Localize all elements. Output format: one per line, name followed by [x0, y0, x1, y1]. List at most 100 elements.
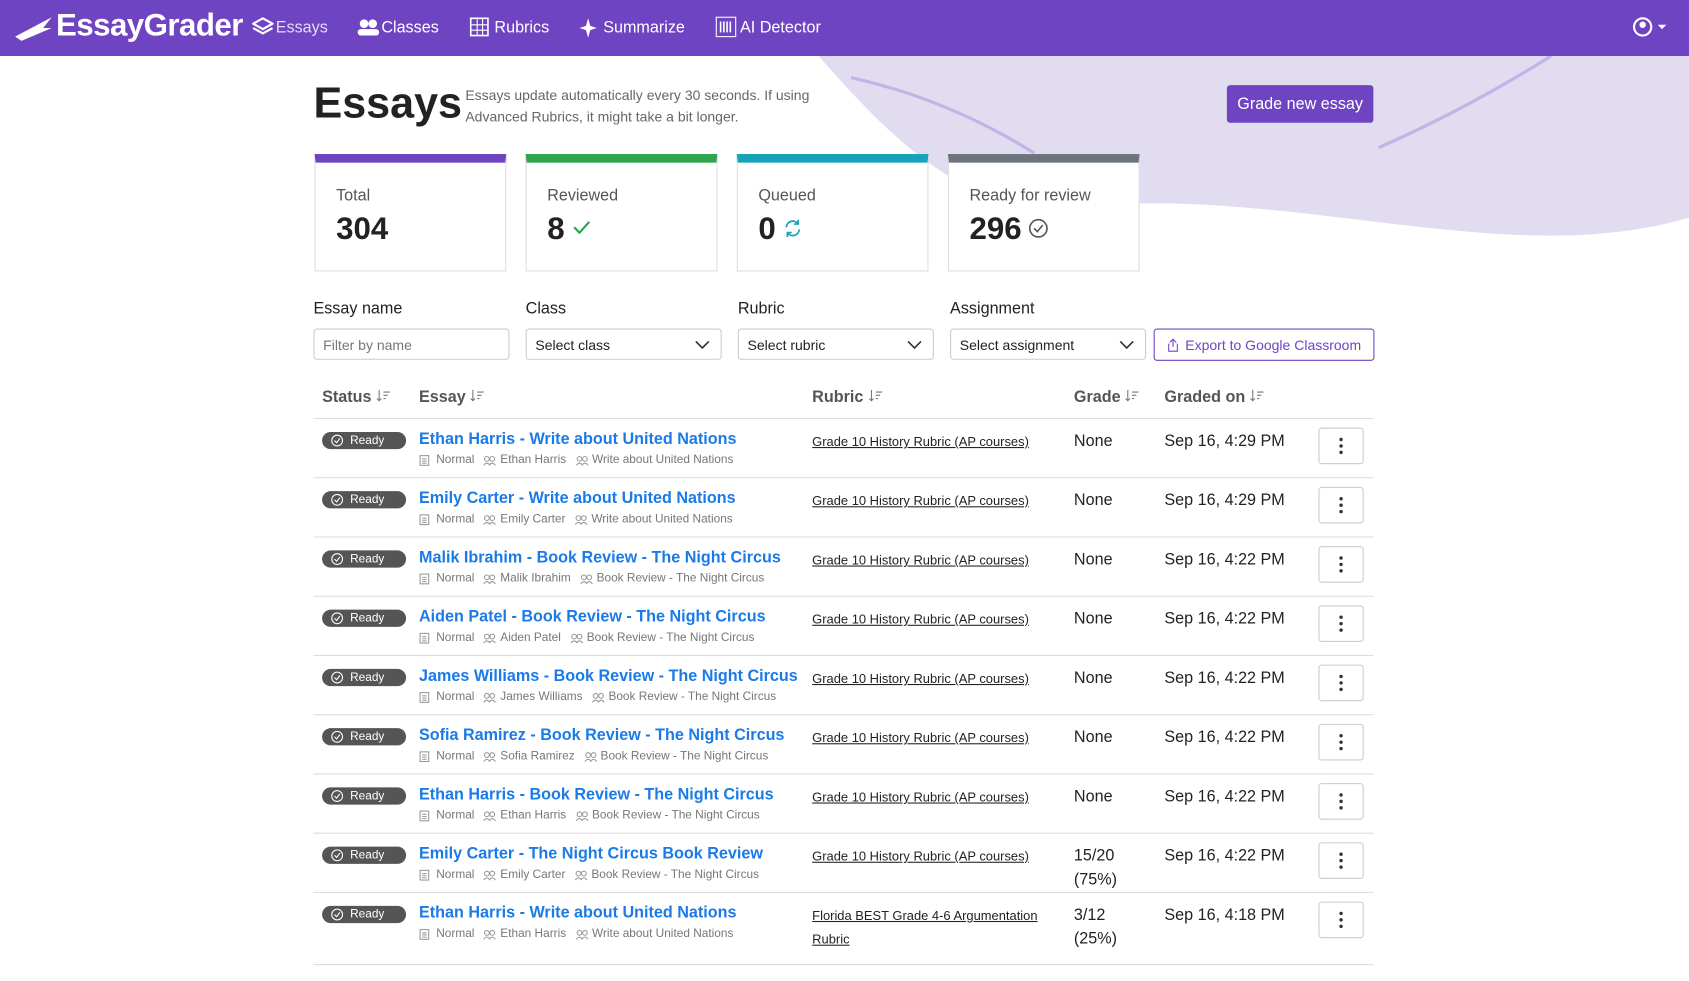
nav-essays[interactable]: Essays — [275, 18, 328, 37]
rubric-link[interactable]: Florida BEST Grade 4-6 Argumentation Rub… — [812, 908, 1038, 947]
icon — [483, 455, 497, 466]
navbar: EssayGrader Essays Classes Rubrics Summa… — [0, 0, 1689, 57]
table-body: Ready Ethan Harris - Write about United N… — [313, 419, 1374, 966]
filter-placeholder: Select class — [535, 337, 611, 354]
icon — [1339, 733, 1343, 751]
grade-new-essay-button[interactable]: Grade new essay — [1226, 85, 1374, 123]
row-menu-button[interactable] — [1318, 605, 1364, 642]
icon — [483, 573, 497, 584]
icon — [483, 633, 497, 643]
essay-meta: Normal Emily Carter Write about United Nat… — [419, 513, 733, 526]
meta-item: Emily Carter — [483, 868, 565, 881]
account-menu[interactable] — [1632, 16, 1669, 38]
rubric-link[interactable]: Grade 10 History Rubric (AP courses) — [812, 493, 1029, 509]
icon — [1250, 389, 1264, 402]
rubric-link[interactable]: Grade 10 History Rubric (AP courses) — [812, 848, 1029, 864]
graded-on: Sep 16, 4:22 PM — [1164, 787, 1285, 806]
meta-item: Ethan Harris — [483, 809, 566, 822]
stat-number: 0 — [758, 212, 776, 247]
nav-ai-detector[interactable]: AI Detector — [740, 18, 821, 37]
nav-rubrics[interactable]: Rubrics — [494, 18, 550, 37]
icon — [1119, 340, 1134, 350]
icon — [1339, 615, 1343, 632]
rubric-link[interactable]: Grade 10 History Rubric (AP courses) — [812, 671, 1029, 687]
essay-row: Ready Emily Carter - The Night Circus Boo… — [313, 834, 1374, 893]
essay-row: Ready Sofia Ramirez - Book Review - The N… — [313, 715, 1374, 775]
icon — [419, 691, 430, 703]
row-menu-button[interactable] — [1318, 723, 1364, 761]
stat-value: 304 — [336, 212, 388, 248]
brand[interactable]: EssayGrader — [56, 8, 243, 44]
meta-student: Ethan Harris — [500, 808, 567, 822]
rubric-link[interactable]: Grade 10 History Rubric (AP courses) — [812, 552, 1029, 568]
essay-link[interactable]: Sofia Ramirez - Book Review - The Night … — [419, 726, 785, 745]
status-badge: Ready — [322, 609, 407, 627]
status-text: Ready — [350, 552, 385, 566]
filter-label: Class — [525, 299, 567, 318]
status-badge: Ready — [322, 491, 407, 509]
meta-item: Normal — [419, 453, 474, 466]
icon — [419, 928, 430, 940]
row-menu-button[interactable] — [1318, 486, 1364, 524]
row-menu-button[interactable] — [1318, 783, 1364, 820]
column-header[interactable]: Status — [322, 388, 391, 406]
column-header[interactable]: Grade — [1074, 388, 1140, 406]
row-menu-button[interactable] — [1318, 901, 1364, 939]
status-badge: Ready — [322, 787, 407, 805]
icon — [470, 389, 485, 402]
essay-link[interactable]: Malik Ibrahim - Book Review - The Night … — [419, 548, 781, 567]
stat-label: Reviewed — [547, 186, 619, 205]
stat-card: Total 304 — [314, 154, 507, 272]
row-menu-button[interactable] — [1318, 427, 1364, 465]
grade: None — [1073, 609, 1113, 628]
meta-item: Write about United Nations — [574, 513, 733, 526]
icon — [483, 810, 497, 821]
column-header[interactable]: Rubric — [812, 388, 883, 406]
filter-label: Rubric — [737, 299, 785, 318]
row-menu-button[interactable] — [1318, 842, 1364, 879]
meta-assignment: Book Review - The Night Circus — [592, 808, 760, 822]
meta-item: Book Review - The Night Circus — [570, 631, 754, 644]
filter-input[interactable]: Filter by name — [313, 328, 510, 360]
essay-link[interactable]: Ethan Harris - Write about United Nation… — [419, 903, 737, 923]
icon — [331, 908, 344, 921]
stat-number: 8 — [547, 212, 565, 247]
essay-row: Ready Aiden Patel - Book Review - The Nig… — [313, 597, 1374, 656]
filter-select[interactable]: Select class — [525, 328, 722, 360]
filter-select[interactable]: Select assignment — [950, 328, 1147, 360]
icon — [376, 389, 390, 402]
essay-link[interactable]: Emily Carter - The Night Circus Book Rev… — [419, 844, 763, 863]
rubric-link[interactable]: Grade 10 History Rubric (AP courses) — [812, 434, 1029, 450]
rubric-link[interactable]: Grade 10 History Rubric (AP courses) — [812, 789, 1029, 805]
graded-on: Sep 16, 4:29 PM — [1164, 491, 1285, 510]
rubric-link[interactable]: Grade 10 History Rubric (AP courses) — [812, 730, 1029, 746]
rubric-link[interactable]: Grade 10 History Rubric (AP courses) — [812, 611, 1029, 627]
column-header[interactable]: Essay — [419, 388, 485, 406]
row-menu-button[interactable] — [1318, 664, 1364, 702]
meta-item: James Williams — [483, 690, 583, 703]
nav-summarize[interactable]: Summarize — [603, 18, 685, 37]
graded-on: Sep 16, 4:22 PM — [1164, 609, 1285, 628]
nav-classes[interactable]: Classes — [381, 18, 439, 37]
filter-select[interactable]: Select rubric — [737, 328, 934, 360]
column-header[interactable]: Graded on — [1164, 388, 1264, 406]
essay-link[interactable]: Emily Carter - Write about United Nation… — [419, 489, 736, 508]
essay-link[interactable]: Aiden Patel - Book Review - The Night Ci… — [419, 607, 766, 626]
status-badge: Ready — [322, 846, 407, 864]
stat-card: Ready for review 296 — [947, 154, 1140, 272]
essay-meta: Normal James Williams Book Review - The Ni… — [419, 690, 776, 703]
status-text: Ready — [350, 671, 385, 684]
essay-meta: Normal Emily Carter Book Review - The Nigh… — [419, 868, 759, 881]
row-menu-button[interactable] — [1318, 546, 1364, 583]
export-button[interactable]: Export to Google Classroom — [1153, 328, 1375, 361]
essay-link[interactable]: Ethan Harris - Book Review - The Night C… — [419, 785, 774, 804]
stat-card: Queued 0 — [736, 154, 929, 272]
essay-link[interactable]: James Williams - Book Review - The Night… — [419, 666, 798, 686]
meta-student: Malik Ibrahim — [500, 571, 571, 585]
meta-assignment: Write about United Nations — [591, 512, 733, 526]
table-header: Status Essay Rubric Grade Graded on — [313, 386, 1374, 420]
essay-link[interactable]: Ethan Harris - Write about United Nation… — [419, 429, 737, 449]
meta-assignment: Book Review - The Night Circus — [591, 868, 760, 882]
status-text: Ready — [350, 908, 385, 921]
